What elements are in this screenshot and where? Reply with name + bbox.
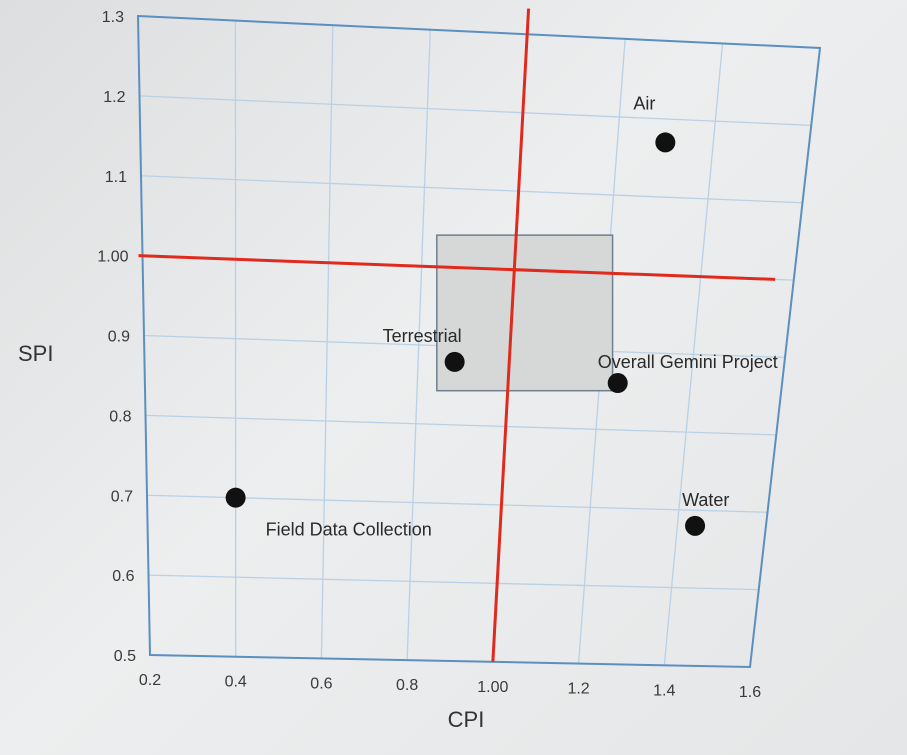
grid-line-y-1 [148, 574, 759, 591]
point-label-overall-gemini-project: Overall Gemini Project [598, 352, 778, 372]
highlight-box [436, 234, 614, 392]
point-terrestrial [444, 351, 465, 372]
grid-line-y-3 [145, 414, 777, 436]
plot-frame [136, 14, 822, 669]
y-tick-label: 0.8 [109, 408, 131, 425]
y-axis-title: SPI [18, 341, 53, 366]
point-overall-gemini-project [607, 373, 628, 394]
x-tick-label: 1.6 [739, 684, 761, 701]
y-tick-label: 1.2 [103, 89, 125, 106]
y-tick-label: 0.6 [112, 568, 134, 585]
y-tick-label: 1.1 [105, 169, 127, 186]
x-tick-label: 1.4 [653, 682, 675, 699]
reference-line-y [138, 254, 776, 281]
point-label-field-data-collection: Field Data Collection [266, 520, 432, 540]
x-tick-label: 0.8 [396, 677, 418, 694]
grid-line-y-7 [139, 95, 812, 127]
x-tick-label: 0.2 [139, 672, 161, 689]
point-label-terrestrial: Terrestrial [383, 326, 462, 346]
reference-line-x [491, 8, 531, 662]
x-axis-title: CPI [448, 707, 485, 732]
point-water [685, 515, 706, 536]
point-label-water: Water [682, 490, 729, 510]
x-tick-label: 1.2 [567, 681, 589, 698]
x-tick-label: 0.4 [225, 674, 247, 691]
x-tick-label: 0.6 [310, 675, 332, 692]
grid-line-y-6 [140, 175, 803, 204]
y-tick-label: 0.7 [111, 488, 133, 505]
y-tick-label: 0.5 [114, 648, 136, 665]
x-tick-label: 1.00 [477, 679, 508, 696]
point-label-air: Air [633, 93, 655, 113]
y-tick-label: 1.3 [102, 9, 124, 26]
tick-labels: 0.2 0.4 0.6 0.8 1.00 1.2 1.4 1.6 0.5 0.6 0.7 0.8 0.9… [97, 9, 761, 701]
point-air [655, 132, 676, 153]
grid-line-y-2 [146, 494, 768, 513]
point-field-data-collection [225, 487, 246, 508]
y-tick-label: 1.00 [97, 249, 128, 266]
y-tick-label: 0.9 [108, 329, 130, 346]
data-points: Air Terrestrial Overall Gemini Project Wate… [225, 93, 778, 540]
reference-lines [138, 8, 776, 662]
